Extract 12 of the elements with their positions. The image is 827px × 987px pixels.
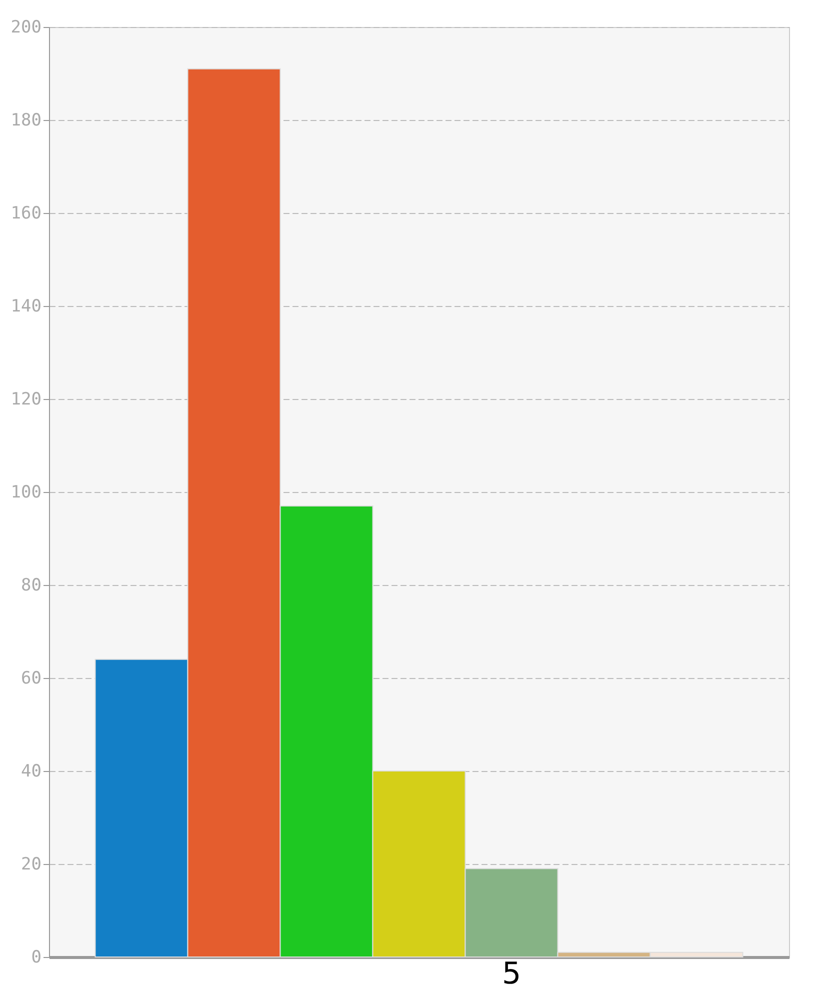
y-tick-label: 100 <box>10 482 42 502</box>
y-tick-label: 200 <box>10 18 42 38</box>
y-tick-label: 0 <box>31 948 42 968</box>
y-tick-label: 120 <box>10 390 42 410</box>
y-tick-label: 160 <box>10 204 42 224</box>
y-tick-label: 40 <box>21 762 42 782</box>
y-tick-label: 140 <box>10 296 42 316</box>
y-tick-label: 80 <box>21 576 42 596</box>
x-tick-label: 5 <box>502 956 522 987</box>
y-tick-label: 20 <box>21 854 42 874</box>
y-tick-label: 180 <box>10 110 42 130</box>
y-tick-label: 60 <box>21 668 42 688</box>
